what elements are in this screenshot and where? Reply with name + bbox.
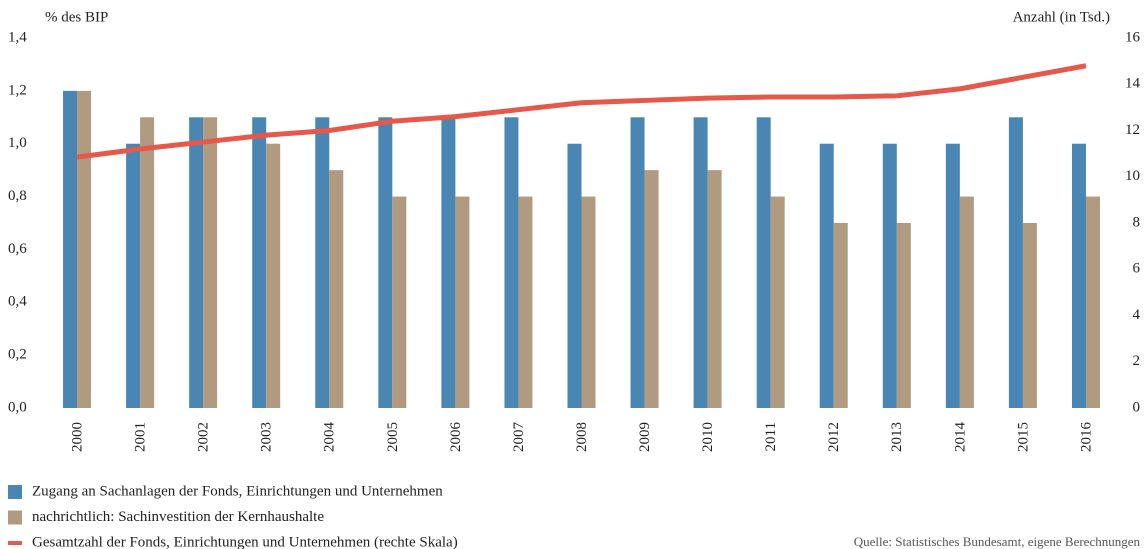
x-tick-label: 2007: [511, 422, 527, 453]
bar: [77, 90, 92, 408]
y-tick-label: 1,2: [8, 82, 27, 98]
line: [76, 63, 1087, 160]
x-tick-label: 2000: [69, 422, 85, 452]
source: Quelle: Statistisches Bundesamt, eigene …: [854, 534, 1141, 549]
bar: [770, 196, 785, 408]
bar: [441, 117, 456, 409]
x-tick-label: 2008: [574, 422, 590, 452]
y2-tick-label: 0: [1133, 399, 1141, 415]
y-tick-label: 0,8: [8, 188, 27, 204]
bar: [756, 117, 771, 409]
legend-label: Gesamtzahl der Fonds, Einrichtungen und …: [32, 534, 458, 549]
y-axis-title: % des BIP: [45, 9, 108, 25]
bar: [1071, 143, 1086, 408]
y-tick-label: 1,0: [8, 135, 27, 151]
bar: [630, 117, 645, 409]
x-tick-label: 2004: [322, 422, 338, 453]
bar: [252, 117, 267, 409]
bar: [203, 117, 218, 409]
bar: [819, 143, 834, 408]
bar: [1085, 196, 1100, 408]
bar: [581, 196, 596, 408]
bar: [329, 170, 344, 408]
bar: [504, 117, 519, 409]
y-tick-label: 0,4: [8, 294, 27, 310]
y-tick-label: 0,0: [8, 399, 27, 415]
y2-axis-title: Anzahl (in Tsd.): [1013, 9, 1110, 25]
bar: [693, 117, 708, 409]
bar: [518, 196, 533, 408]
x-tick-label: 2011: [763, 422, 779, 451]
x-tick-label: 2013: [889, 422, 905, 452]
x-tick-label: 2005: [385, 422, 401, 452]
bar: [945, 143, 960, 408]
bar: [896, 223, 911, 408]
y-tick-label: 0,6: [8, 241, 27, 257]
y2-tick-label: 10: [1125, 168, 1140, 184]
x-tick-label: 2015: [1015, 422, 1031, 452]
y2-tick-label: 12: [1125, 122, 1140, 138]
bar: [455, 196, 470, 408]
bar: [882, 143, 897, 408]
bar: [1008, 117, 1023, 409]
x-tick-label: 2002: [196, 422, 212, 452]
bar: [315, 117, 330, 409]
bar: [140, 117, 155, 409]
y2-tick-label: 2: [1133, 353, 1141, 369]
bar: [63, 90, 78, 408]
x-tick-label: 2010: [700, 422, 716, 452]
legend-label: nachrichtlich: Sachinvestition der Kernh…: [32, 509, 324, 525]
y2-tick-label: 4: [1133, 307, 1141, 323]
bar: [959, 196, 974, 408]
y-tick-label: 1,4: [8, 29, 27, 45]
bar: [189, 117, 204, 409]
x-tick-label: 2006: [448, 422, 464, 453]
y2-tick-label: 16: [1125, 29, 1141, 45]
y2-tick-label: 14: [1125, 76, 1141, 92]
bar: [644, 170, 659, 408]
bar: [266, 143, 281, 408]
x-tick-label: 2014: [952, 422, 968, 453]
y2-tick-label: 6: [1133, 261, 1141, 277]
legend-swatch: [8, 485, 22, 499]
bar: [567, 143, 582, 408]
y2-tick-label: 8: [1133, 214, 1141, 230]
y-tick-label: 0,2: [8, 347, 27, 363]
x-tick-label: 2001: [133, 422, 149, 452]
bar: [707, 170, 722, 408]
x-tick-label: 2016: [1078, 422, 1094, 453]
x-tick-label: 2003: [259, 422, 275, 452]
bar: [126, 143, 141, 408]
legend-label: Zugang an Sachanlagen der Fonds, Einrich…: [32, 483, 443, 499]
bar: [392, 196, 407, 408]
legend-swatch: [8, 510, 22, 525]
x-tick-label: 2009: [637, 422, 653, 452]
bar: [1022, 223, 1037, 408]
legend-swatch: [8, 541, 22, 545]
x-tick-label: 2012: [826, 422, 842, 452]
bar: [833, 223, 848, 408]
bar: [378, 117, 393, 409]
